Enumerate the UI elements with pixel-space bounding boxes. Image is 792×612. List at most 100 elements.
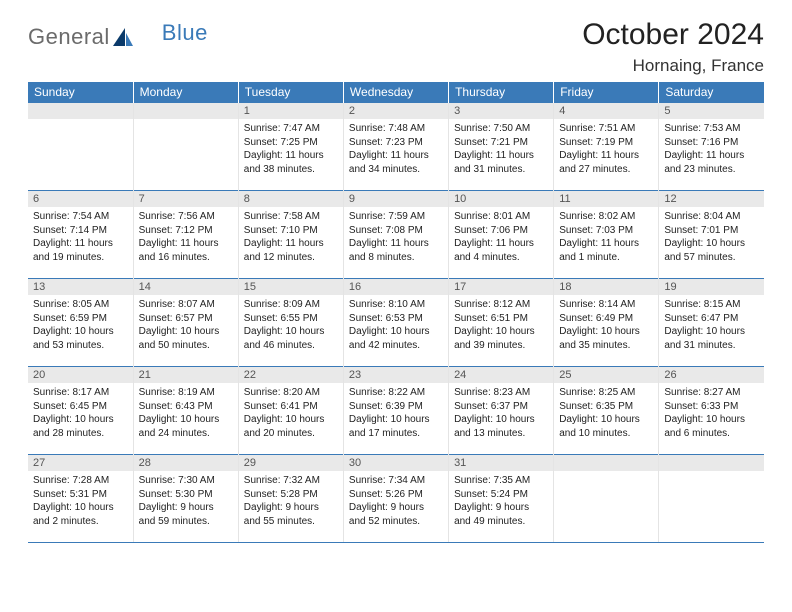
location-label: Hornaing, France bbox=[582, 56, 764, 76]
calendar-cell: 20Sunrise: 8:17 AMSunset: 6:45 PMDayligh… bbox=[28, 367, 133, 455]
sunset-text: Sunset: 7:01 PM bbox=[664, 224, 759, 238]
sunset-text: Sunset: 6:55 PM bbox=[244, 312, 338, 326]
day-details: Sunrise: 8:05 AMSunset: 6:59 PMDaylight:… bbox=[28, 295, 133, 354]
sunset-text: Sunset: 5:24 PM bbox=[454, 488, 548, 502]
calendar-cell: 17Sunrise: 8:12 AMSunset: 6:51 PMDayligh… bbox=[449, 279, 554, 367]
day-number-bar: 16 bbox=[344, 279, 448, 295]
sunrise-text: Sunrise: 8:25 AM bbox=[559, 386, 653, 400]
sunset-text: Sunset: 6:39 PM bbox=[349, 400, 443, 414]
day-number-bar: 1 bbox=[239, 103, 343, 119]
day-details: Sunrise: 8:10 AMSunset: 6:53 PMDaylight:… bbox=[344, 295, 448, 354]
calendar-cell: 22Sunrise: 8:20 AMSunset: 6:41 PMDayligh… bbox=[238, 367, 343, 455]
calendar-cell: 23Sunrise: 8:22 AMSunset: 6:39 PMDayligh… bbox=[343, 367, 448, 455]
daylight-text: Daylight: 10 hours and 10 minutes. bbox=[559, 413, 653, 440]
sunrise-text: Sunrise: 7:58 AM bbox=[244, 210, 338, 224]
daylight-text: Daylight: 11 hours and 38 minutes. bbox=[244, 149, 338, 176]
daylight-text: Daylight: 10 hours and 13 minutes. bbox=[454, 413, 548, 440]
day-number-bar: 9 bbox=[344, 191, 448, 207]
brand-part2: Blue bbox=[162, 20, 208, 46]
day-number-bar: 6 bbox=[28, 191, 133, 207]
sunrise-text: Sunrise: 7:54 AM bbox=[33, 210, 128, 224]
sunrise-text: Sunrise: 7:34 AM bbox=[349, 474, 443, 488]
sunset-text: Sunset: 7:14 PM bbox=[33, 224, 128, 238]
daylight-text: Daylight: 10 hours and 50 minutes. bbox=[139, 325, 233, 352]
day-number-bar: 11 bbox=[554, 191, 658, 207]
day-number-bar: 5 bbox=[659, 103, 764, 119]
daylight-text: Daylight: 10 hours and 28 minutes. bbox=[33, 413, 128, 440]
daylight-text: Daylight: 11 hours and 16 minutes. bbox=[139, 237, 233, 264]
sunset-text: Sunset: 6:35 PM bbox=[559, 400, 653, 414]
sunset-text: Sunset: 7:12 PM bbox=[139, 224, 233, 238]
weekday-header: Monday bbox=[133, 82, 238, 103]
day-details: Sunrise: 7:56 AMSunset: 7:12 PMDaylight:… bbox=[134, 207, 238, 266]
calendar-cell: 7Sunrise: 7:56 AMSunset: 7:12 PMDaylight… bbox=[133, 191, 238, 279]
day-number-bar: 19 bbox=[659, 279, 764, 295]
daylight-text: Daylight: 10 hours and 42 minutes. bbox=[349, 325, 443, 352]
day-number-bar: 3 bbox=[449, 103, 553, 119]
sunrise-text: Sunrise: 8:05 AM bbox=[33, 298, 128, 312]
daylight-text: Daylight: 9 hours and 59 minutes. bbox=[139, 501, 233, 528]
calendar-cell: 26Sunrise: 8:27 AMSunset: 6:33 PMDayligh… bbox=[659, 367, 764, 455]
calendar-cell bbox=[28, 103, 133, 191]
day-details: Sunrise: 8:14 AMSunset: 6:49 PMDaylight:… bbox=[554, 295, 658, 354]
daylight-text: Daylight: 10 hours and 35 minutes. bbox=[559, 325, 653, 352]
calendar-cell: 24Sunrise: 8:23 AMSunset: 6:37 PMDayligh… bbox=[449, 367, 554, 455]
day-details: Sunrise: 7:30 AMSunset: 5:30 PMDaylight:… bbox=[134, 471, 238, 530]
calendar-cell: 14Sunrise: 8:07 AMSunset: 6:57 PMDayligh… bbox=[133, 279, 238, 367]
sunrise-text: Sunrise: 7:50 AM bbox=[454, 122, 548, 136]
sunset-text: Sunset: 6:59 PM bbox=[33, 312, 128, 326]
day-number-bar: 8 bbox=[239, 191, 343, 207]
sunrise-text: Sunrise: 8:27 AM bbox=[664, 386, 759, 400]
calendar-cell: 4Sunrise: 7:51 AMSunset: 7:19 PMDaylight… bbox=[554, 103, 659, 191]
day-details: Sunrise: 7:54 AMSunset: 7:14 PMDaylight:… bbox=[28, 207, 133, 266]
calendar-week-row: 1Sunrise: 7:47 AMSunset: 7:25 PMDaylight… bbox=[28, 103, 764, 191]
daylight-text: Daylight: 10 hours and 31 minutes. bbox=[664, 325, 759, 352]
calendar-week-row: 13Sunrise: 8:05 AMSunset: 6:59 PMDayligh… bbox=[28, 279, 764, 367]
day-number-bar: 30 bbox=[344, 455, 448, 471]
calendar-cell: 6Sunrise: 7:54 AMSunset: 7:14 PMDaylight… bbox=[28, 191, 133, 279]
sunrise-text: Sunrise: 7:47 AM bbox=[244, 122, 338, 136]
day-details: Sunrise: 7:35 AMSunset: 5:24 PMDaylight:… bbox=[449, 471, 553, 530]
day-number-bar: 7 bbox=[134, 191, 238, 207]
calendar-cell bbox=[659, 455, 764, 543]
day-number-bar: 12 bbox=[659, 191, 764, 207]
daylight-text: Daylight: 11 hours and 8 minutes. bbox=[349, 237, 443, 264]
calendar-cell: 27Sunrise: 7:28 AMSunset: 5:31 PMDayligh… bbox=[28, 455, 133, 543]
day-details: Sunrise: 7:28 AMSunset: 5:31 PMDaylight:… bbox=[28, 471, 133, 530]
sunrise-text: Sunrise: 7:56 AM bbox=[139, 210, 233, 224]
daylight-text: Daylight: 11 hours and 4 minutes. bbox=[454, 237, 548, 264]
day-number-bar: 20 bbox=[28, 367, 133, 383]
calendar-cell: 15Sunrise: 8:09 AMSunset: 6:55 PMDayligh… bbox=[238, 279, 343, 367]
calendar-cell: 18Sunrise: 8:14 AMSunset: 6:49 PMDayligh… bbox=[554, 279, 659, 367]
sunrise-text: Sunrise: 8:19 AM bbox=[139, 386, 233, 400]
sunset-text: Sunset: 6:41 PM bbox=[244, 400, 338, 414]
day-number-bar: 24 bbox=[449, 367, 553, 383]
sunset-text: Sunset: 7:08 PM bbox=[349, 224, 443, 238]
sunset-text: Sunset: 6:47 PM bbox=[664, 312, 759, 326]
calendar-page: General Blue October 2024 Hornaing, Fran… bbox=[0, 0, 792, 543]
sunset-text: Sunset: 5:30 PM bbox=[139, 488, 233, 502]
sunrise-text: Sunrise: 8:02 AM bbox=[559, 210, 653, 224]
calendar-cell: 2Sunrise: 7:48 AMSunset: 7:23 PMDaylight… bbox=[343, 103, 448, 191]
calendar-cell: 1Sunrise: 7:47 AMSunset: 7:25 PMDaylight… bbox=[238, 103, 343, 191]
daylight-text: Daylight: 11 hours and 34 minutes. bbox=[349, 149, 443, 176]
calendar-cell: 16Sunrise: 8:10 AMSunset: 6:53 PMDayligh… bbox=[343, 279, 448, 367]
day-details: Sunrise: 7:32 AMSunset: 5:28 PMDaylight:… bbox=[239, 471, 343, 530]
day-details: Sunrise: 8:27 AMSunset: 6:33 PMDaylight:… bbox=[659, 383, 764, 442]
calendar-cell: 30Sunrise: 7:34 AMSunset: 5:26 PMDayligh… bbox=[343, 455, 448, 543]
brand-logo: General Blue bbox=[28, 24, 208, 50]
day-details: Sunrise: 7:53 AMSunset: 7:16 PMDaylight:… bbox=[659, 119, 764, 178]
day-number-bar: 14 bbox=[134, 279, 238, 295]
sunset-text: Sunset: 7:21 PM bbox=[454, 136, 548, 150]
calendar-cell: 21Sunrise: 8:19 AMSunset: 6:43 PMDayligh… bbox=[133, 367, 238, 455]
title-block: October 2024 Hornaing, France bbox=[582, 18, 764, 76]
sunrise-text: Sunrise: 8:15 AM bbox=[664, 298, 759, 312]
sunrise-text: Sunrise: 7:48 AM bbox=[349, 122, 443, 136]
sunrise-text: Sunrise: 8:10 AM bbox=[349, 298, 443, 312]
day-details: Sunrise: 8:07 AMSunset: 6:57 PMDaylight:… bbox=[134, 295, 238, 354]
daylight-text: Daylight: 10 hours and 20 minutes. bbox=[244, 413, 338, 440]
sunset-text: Sunset: 7:03 PM bbox=[559, 224, 653, 238]
daylight-text: Daylight: 10 hours and 39 minutes. bbox=[454, 325, 548, 352]
day-number-bar: 17 bbox=[449, 279, 553, 295]
day-number-bar: 10 bbox=[449, 191, 553, 207]
